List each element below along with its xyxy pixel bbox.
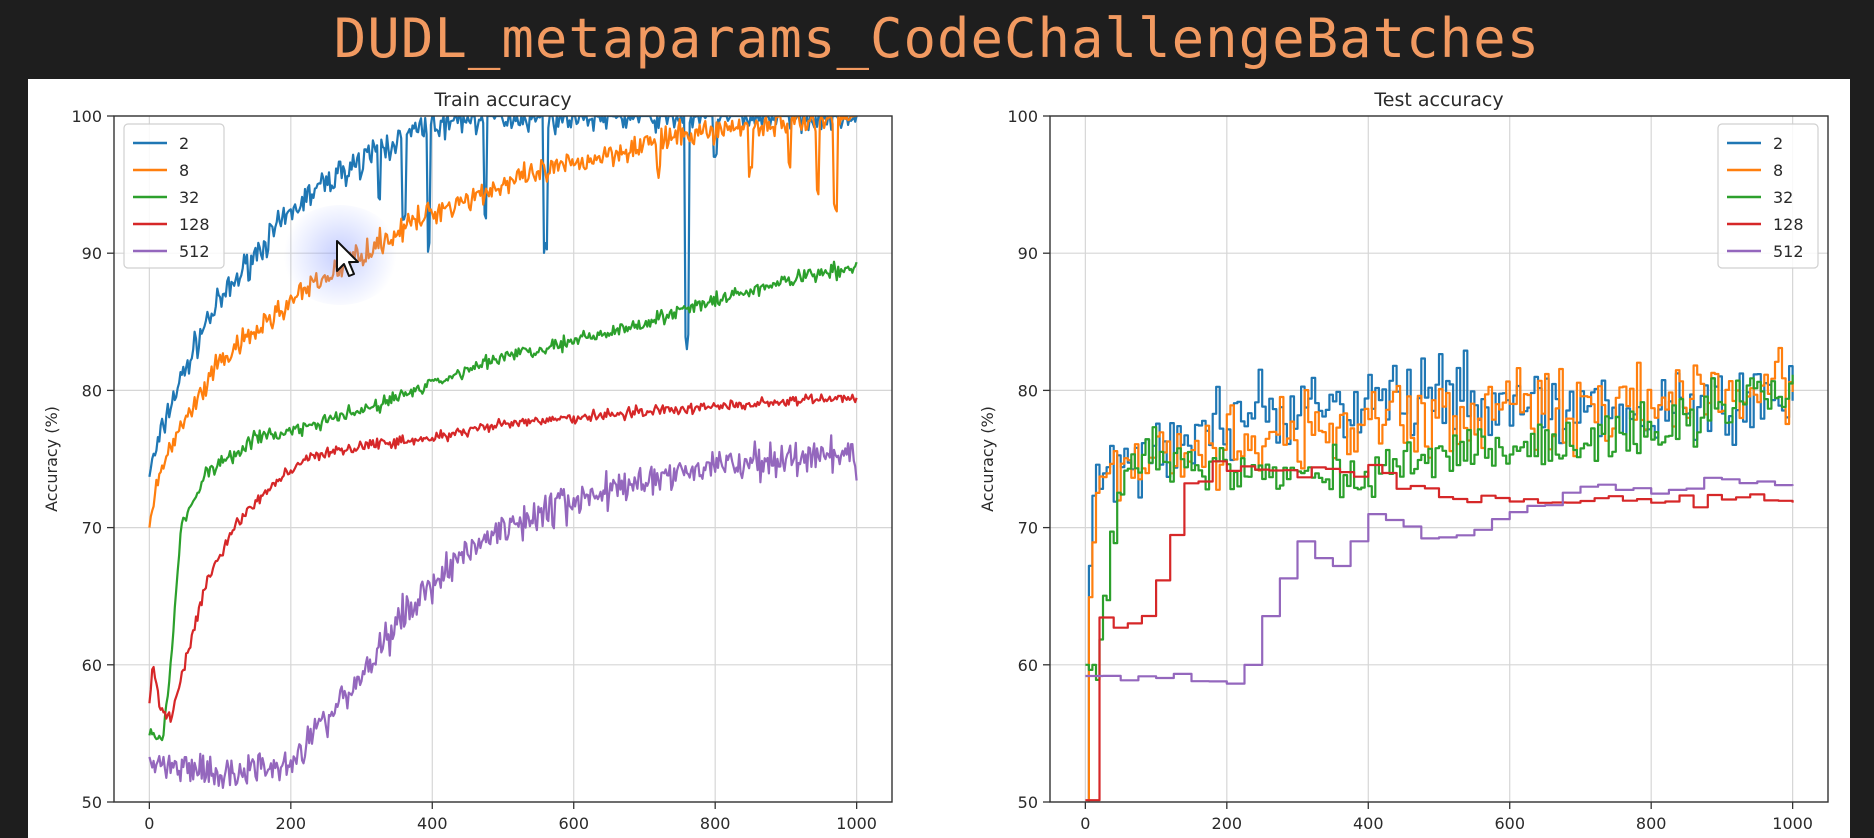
axes-frame	[113, 115, 893, 803]
x-tick-label: 1000	[836, 814, 877, 833]
y-tick-label: 60	[82, 656, 102, 675]
x-tick-label: 1000	[1772, 814, 1813, 833]
series-line-32	[148, 260, 858, 742]
legend-label-512: 512	[179, 242, 210, 261]
x-tick-label: 800	[700, 814, 731, 833]
legend-label-2: 2	[1773, 134, 1783, 153]
x-tick-label: 400	[1353, 814, 1384, 833]
legend-label-128: 128	[1773, 215, 1804, 234]
series-line-8	[148, 116, 857, 528]
series-line-8	[1087, 346, 1794, 802]
plot-area	[114, 116, 892, 802]
x-tick-label: 200	[276, 814, 307, 833]
chart-title: Train accuracy	[433, 89, 571, 111]
y-tick-label: 50	[1018, 793, 1038, 812]
legend-box	[123, 123, 225, 269]
chart-1: 0 200 400 600 800 1000 50 60 70 80 90 100 Test accur…	[978, 89, 1829, 833]
legend-label-32: 32	[179, 188, 199, 207]
x-tick-label: 400	[417, 814, 448, 833]
legend-label-2: 2	[179, 134, 189, 153]
y-tick-label: 60	[1018, 656, 1038, 675]
legend-label-8: 8	[1773, 161, 1783, 180]
x-tick-label: 0	[1080, 814, 1090, 833]
series-line-512	[148, 434, 858, 789]
series-line-512	[1085, 476, 1794, 685]
y-axis-label: Accuracy (%)	[978, 406, 997, 512]
y-tick-label: 50	[82, 793, 102, 812]
legend-label-32: 32	[1773, 188, 1793, 207]
chart-0: 0 200 400 600 800 1000 50 60 70 80 90 100 Train accu…	[42, 89, 893, 833]
x-tick-label: 0	[144, 814, 154, 833]
y-tick-label: 80	[1018, 381, 1038, 400]
page-title: DUDL_metaparams_CodeChallengeBatches	[333, 6, 1541, 70]
chart-title: Test accuracy	[1373, 89, 1503, 111]
x-tick-label: 600	[558, 814, 589, 833]
series-line-128	[148, 393, 858, 723]
y-tick-label: 80	[82, 381, 102, 400]
x-tick-label: 600	[1494, 814, 1525, 833]
legend: 2 8 32 128 512	[123, 123, 225, 269]
x-tick-label: 200	[1212, 814, 1243, 833]
figure: 0 200 400 600 800 1000 50 60 70 80 90 100 Train accu…	[28, 79, 1850, 838]
series-line-32	[1085, 374, 1794, 681]
series-line-128	[1085, 460, 1794, 802]
plot-area	[1050, 116, 1828, 802]
y-axis-label: Accuracy (%)	[42, 406, 61, 512]
legend: 2 8 32 128 512	[1717, 123, 1819, 269]
x-tick-label: 800	[1636, 814, 1667, 833]
y-tick-label: 100	[1007, 107, 1038, 126]
legend-label-128: 128	[179, 215, 210, 234]
y-tick-label: 100	[71, 107, 102, 126]
legend-label-512: 512	[1773, 242, 1804, 261]
legend-box	[1717, 123, 1819, 269]
y-tick-label: 70	[1018, 519, 1038, 538]
y-tick-label: 70	[82, 519, 102, 538]
legend-label-8: 8	[179, 161, 189, 180]
series-line-2	[148, 116, 858, 477]
title-bar: DUDL_metaparams_CodeChallengeBatches	[0, 0, 1874, 76]
axes-frame	[1049, 115, 1829, 803]
y-tick-label: 90	[82, 244, 102, 263]
y-tick-label: 90	[1018, 244, 1038, 263]
